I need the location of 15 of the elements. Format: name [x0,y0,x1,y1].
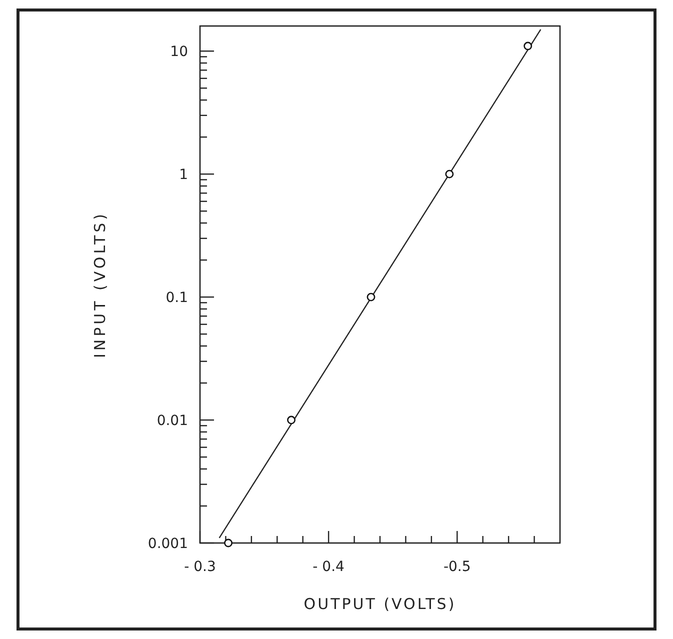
point [224,538,233,548]
point [445,170,454,178]
x-tick-label: -0.5 [443,559,471,575]
x-tick-label: - 0.3 [184,559,216,575]
y-tick-label: 0.01 [156,412,188,429]
y-tick-label: 0.1 [166,290,188,306]
y-tick-label: 1 [179,166,188,183]
point [524,42,532,50]
y-axis-title: INPUT (VOLTS) [91,210,109,358]
x-tick-label: - 0.4 [312,559,345,575]
point [366,292,376,302]
y-tick-label: 0.001 [148,536,188,552]
point [287,416,296,424]
y-tick-label: 10 [170,44,188,60]
x-axis-title: OUTPUT (VOLTS) [304,595,456,613]
